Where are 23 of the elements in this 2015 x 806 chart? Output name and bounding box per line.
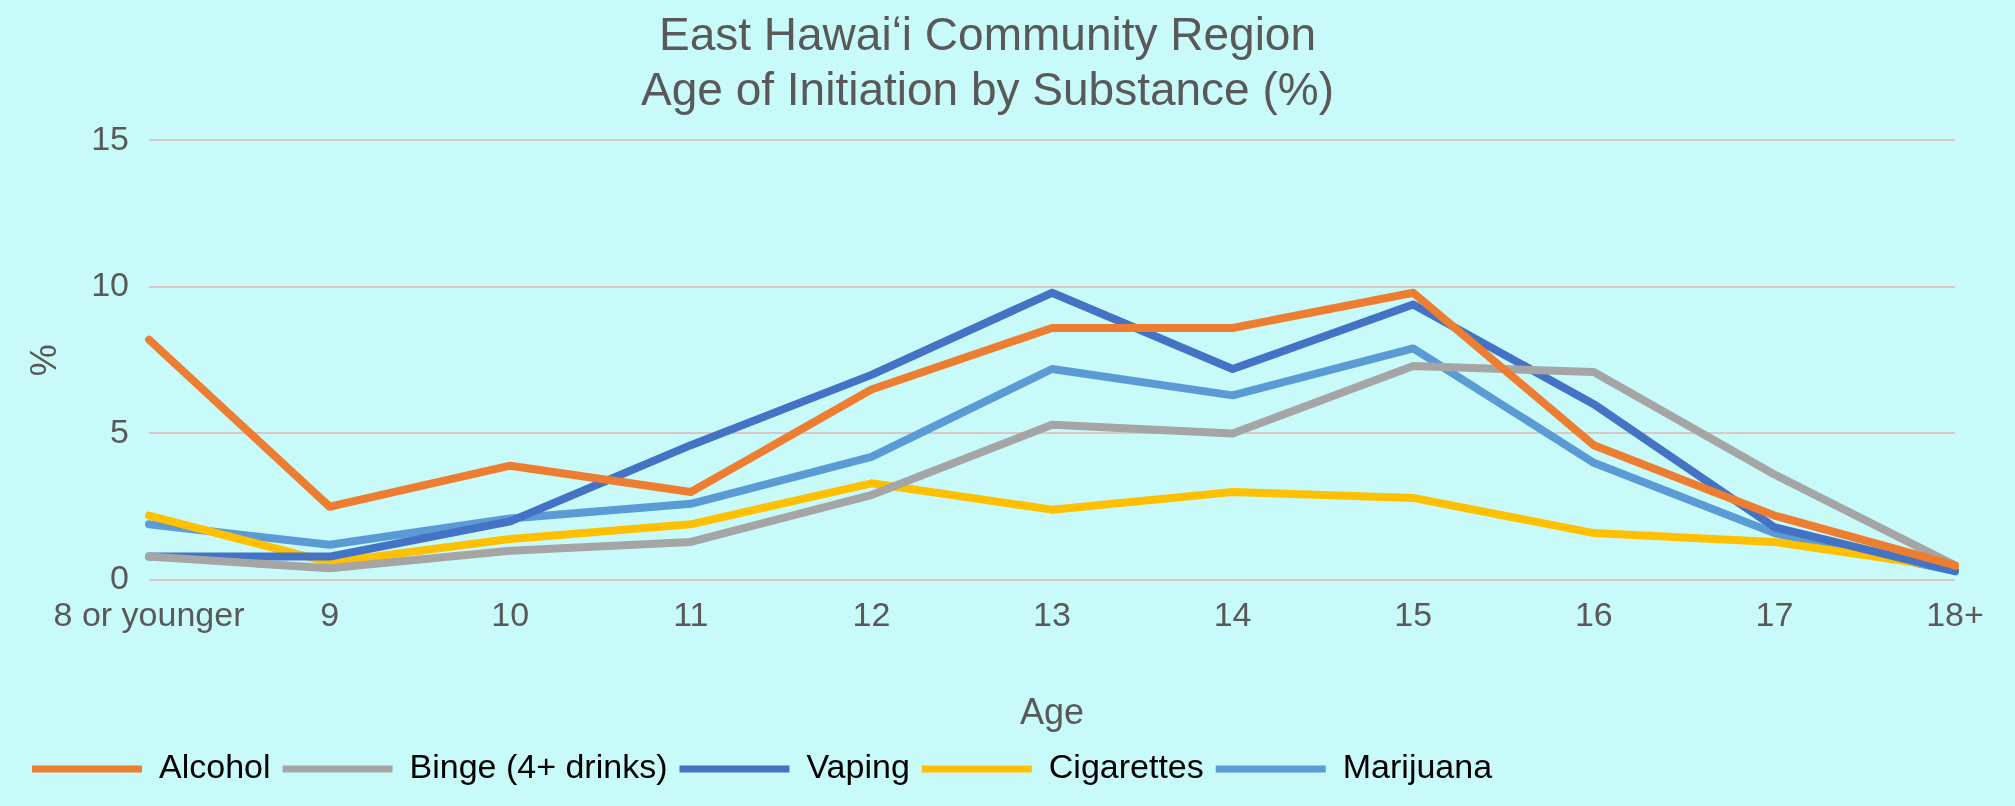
legend-label: Cigarettes	[1048, 747, 1204, 786]
legend-label: Binge (4+ drinks)	[409, 747, 668, 786]
legend-label: Marijuana	[1342, 747, 1493, 786]
legend-label: Alcohol	[159, 747, 271, 786]
x-tick-label: 8 or younger	[53, 594, 245, 633]
x-tick-label: 13	[1033, 594, 1071, 633]
x-tick-label: 15	[1394, 594, 1433, 633]
x-tick-label: 9	[320, 594, 340, 633]
x-tick-label: 14	[1213, 594, 1252, 633]
x-tick-label: 12	[852, 594, 891, 633]
y-tick-label: 5	[110, 411, 130, 450]
x-tick-label: 17	[1755, 594, 1794, 633]
y-tick-label: 0	[110, 558, 130, 597]
y-tick-label: 10	[91, 265, 130, 304]
x-tick-label: 16	[1574, 594, 1613, 633]
chart-title: East Hawaiʻi Community Region Age of Initiation by Substance (%)	[641, 8, 1334, 116]
x-axis-title: Age	[1019, 691, 1085, 733]
x-tick-label: 11	[673, 594, 709, 633]
legend-label: Vaping	[806, 747, 910, 786]
y-tick-label: 15	[91, 118, 130, 157]
x-tick-label: 10	[491, 594, 530, 633]
x-tick-label: 18+	[1926, 594, 1984, 633]
y-axis-title: %	[22, 344, 64, 377]
